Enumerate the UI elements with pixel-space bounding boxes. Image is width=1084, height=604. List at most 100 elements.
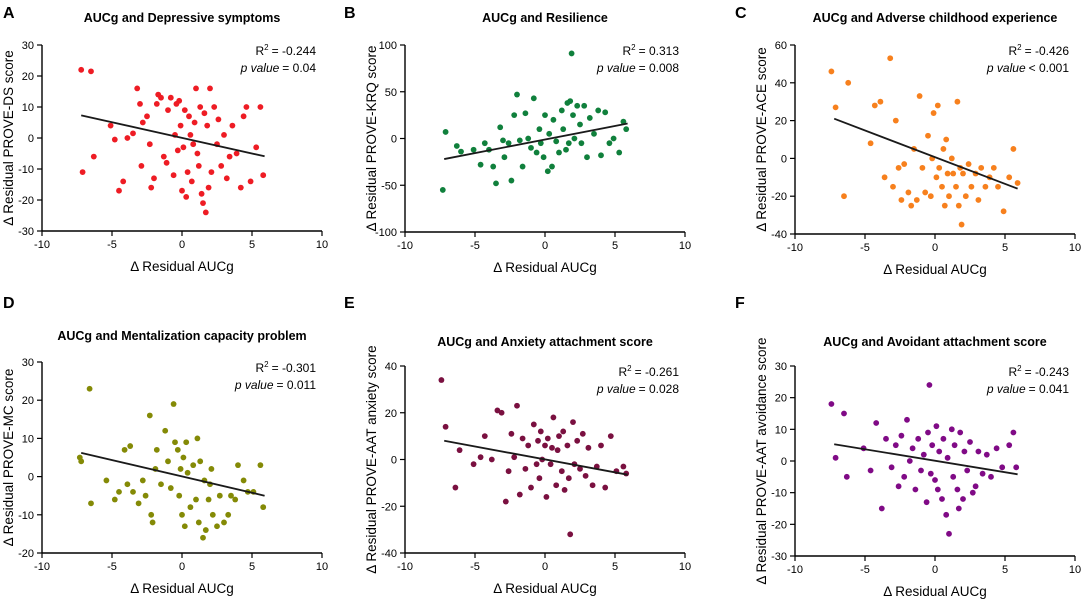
data-point: [205, 184, 212, 191]
data-point: [247, 178, 254, 185]
data-point: [226, 153, 233, 160]
regression-line: [444, 439, 628, 476]
data-point: [892, 117, 899, 124]
data-point: [936, 164, 943, 171]
data-point: [1000, 208, 1007, 215]
data-point: [881, 174, 888, 181]
x-tick-label: 0: [542, 240, 548, 252]
panel-f: F AUCg and Avoidant attachment score -10 -5…: [735, 295, 1081, 599]
data-point: [237, 184, 244, 191]
regression-line: [833, 117, 1018, 190]
data-point: [607, 433, 614, 440]
data-point: [137, 101, 143, 107]
regression-line: [80, 452, 265, 497]
r-squared-symbol: R: [619, 365, 628, 379]
p-value-label: p value: [240, 61, 280, 75]
y-tick-label: -40: [381, 548, 397, 560]
y-tick-label: -100: [375, 227, 397, 239]
data-point: [1010, 146, 1017, 152]
x-tick-label: 10: [1069, 564, 1081, 576]
x-tick-label: 5: [612, 240, 618, 252]
data-point: [186, 113, 192, 120]
data-point: [606, 140, 613, 147]
data-point: [103, 477, 110, 484]
r-squared-symbol: R: [256, 44, 265, 58]
data-point: [179, 511, 185, 518]
data-point: [201, 110, 208, 117]
data-point: [525, 135, 532, 142]
data-point: [79, 169, 86, 176]
p-value-label: p value: [986, 61, 1026, 75]
data-point: [488, 456, 495, 463]
data-point: [438, 377, 445, 383]
data-point: [939, 183, 945, 190]
data-point: [211, 104, 218, 110]
data-point: [442, 129, 449, 135]
p-value-label: p value: [596, 382, 636, 396]
data-point: [975, 197, 982, 203]
data-point: [221, 519, 227, 526]
x-tick-label: 0: [179, 239, 185, 251]
panel-letter: A: [3, 5, 15, 22]
data-point: [505, 468, 512, 475]
data-point: [508, 430, 515, 437]
p-value-annotation: p value = 0.011: [234, 378, 317, 392]
data-point: [208, 169, 215, 176]
data-point: [508, 177, 515, 184]
data-point: [560, 428, 567, 435]
data-point: [146, 141, 153, 148]
y-tick-label: 50: [385, 87, 397, 99]
data-point: [906, 458, 913, 464]
y-tick-label: 60: [775, 40, 787, 52]
data-point: [953, 183, 959, 190]
data-point: [958, 221, 965, 228]
data-point: [511, 454, 518, 461]
data-point: [901, 473, 908, 480]
y-tick-label: 100: [379, 40, 397, 52]
x-tick-label: 5: [249, 561, 255, 573]
r-squared-value: = -0.261: [635, 365, 680, 379]
data-point: [895, 483, 902, 490]
r-squared-annotation: R2 = -0.244: [256, 43, 317, 58]
data-point: [78, 66, 85, 73]
y-tick-label: 40: [385, 361, 397, 373]
data-point: [867, 467, 874, 474]
data-point: [918, 467, 924, 474]
data-point: [209, 511, 216, 518]
chart-title: AUCg and Anxiety attachment score: [437, 335, 653, 349]
data-point: [954, 98, 961, 105]
y-axis-label: Δ Residual PROVE-MC score: [1, 369, 16, 547]
r-squared-symbol: R: [1009, 365, 1018, 379]
x-tick-label: -10: [787, 242, 803, 254]
y-tick-label: 0: [781, 456, 787, 468]
data-point: [565, 140, 572, 147]
data-point: [563, 146, 569, 153]
y-tick-label: -50: [381, 180, 397, 192]
y-tick-label: 20: [775, 116, 787, 128]
data-point: [610, 135, 617, 142]
data-point: [165, 458, 171, 465]
data-point: [933, 423, 940, 430]
panel-letter: B: [344, 5, 356, 22]
y-tick-label: 0: [391, 455, 397, 467]
data-point: [916, 93, 923, 99]
data-point: [163, 159, 170, 166]
data-point: [519, 435, 526, 442]
y-tick-label: 0: [28, 472, 34, 484]
data-point: [925, 132, 931, 139]
data-point: [130, 488, 136, 495]
data-point: [505, 140, 512, 147]
data-point: [923, 499, 930, 506]
x-tick-label: -10: [787, 564, 803, 576]
data-point: [190, 141, 197, 148]
r-squared-annotation: R2 = -0.261: [619, 364, 680, 379]
data-point: [871, 102, 878, 109]
data-point: [574, 437, 581, 444]
data-point: [177, 122, 184, 129]
data-point: [595, 107, 602, 114]
data-point: [915, 435, 922, 442]
r-squared-value: = -0.301: [272, 361, 317, 375]
p-value-annotation: p value < 0.001: [986, 61, 1069, 75]
y-tick-label: 10: [22, 102, 34, 114]
